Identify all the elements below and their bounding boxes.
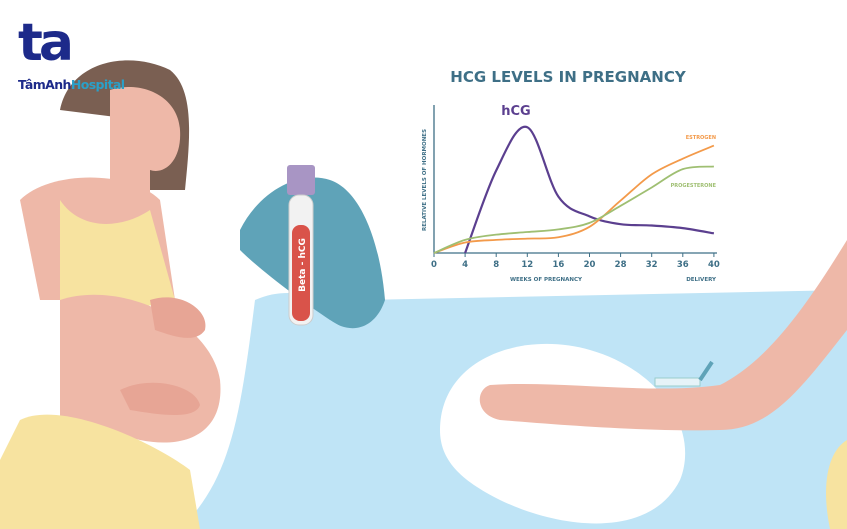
pants [0,414,200,529]
x-tick-label: 40 [708,260,720,270]
logo-mark: ta [18,13,70,73]
x-tick-label: 32 [646,260,658,270]
logo-hospital: Hospital [71,77,125,92]
shirt-edge [826,440,847,529]
series-label-estrogen: ESTROGEN [686,135,716,141]
x-tick-label: 28 [615,260,627,270]
hand-top [150,297,206,338]
blood [292,225,310,321]
series-label-progesterone: PROGESTERONE [671,183,717,189]
hcg-chart: HCG LEVELS IN PREGNANCY RELATIVE LEVELS … [422,68,720,283]
logo-name-line: TâmAnhHospital [18,77,125,92]
iv-tube [698,360,714,382]
series-label-hcg: hCG [501,104,530,119]
x-axis-end-label: DELIVERY [686,277,717,283]
x-axis-label: WEEKS OF PREGNANCY [510,277,583,283]
x-tick-label: 0 [431,260,437,270]
series-line-progesterone [433,165,714,254]
hand-bottom [120,382,200,415]
x-tick-label: 4 [462,260,468,270]
x-tick-label: 16 [552,260,564,270]
tamanh-hospital-logo: ta TâmAnhHospital [18,13,125,92]
x-tick-label: 20 [584,260,596,270]
sleeve [330,320,405,379]
gloved-hand: Beta - hCG [240,165,405,379]
patient-arm [479,240,847,529]
pregnant-woman [0,60,221,529]
x-tick-label: 12 [521,260,533,270]
series-line-hcg [464,125,715,254]
x-tick-label: 36 [677,260,689,270]
logo-name: TâmAnh [18,77,71,92]
series-line-estrogen [433,144,715,254]
tube-cap [287,165,315,195]
tube-label: Beta - hCG [298,238,308,292]
chart-title: HCG LEVELS IN PREGNANCY [450,68,687,86]
y-axis-label: RELATIVE LEVELS OF HORMONES [422,129,428,231]
face [110,86,181,200]
x-tick-label: 8 [493,260,499,270]
top [60,200,175,308]
iv-catheter [654,377,701,387]
